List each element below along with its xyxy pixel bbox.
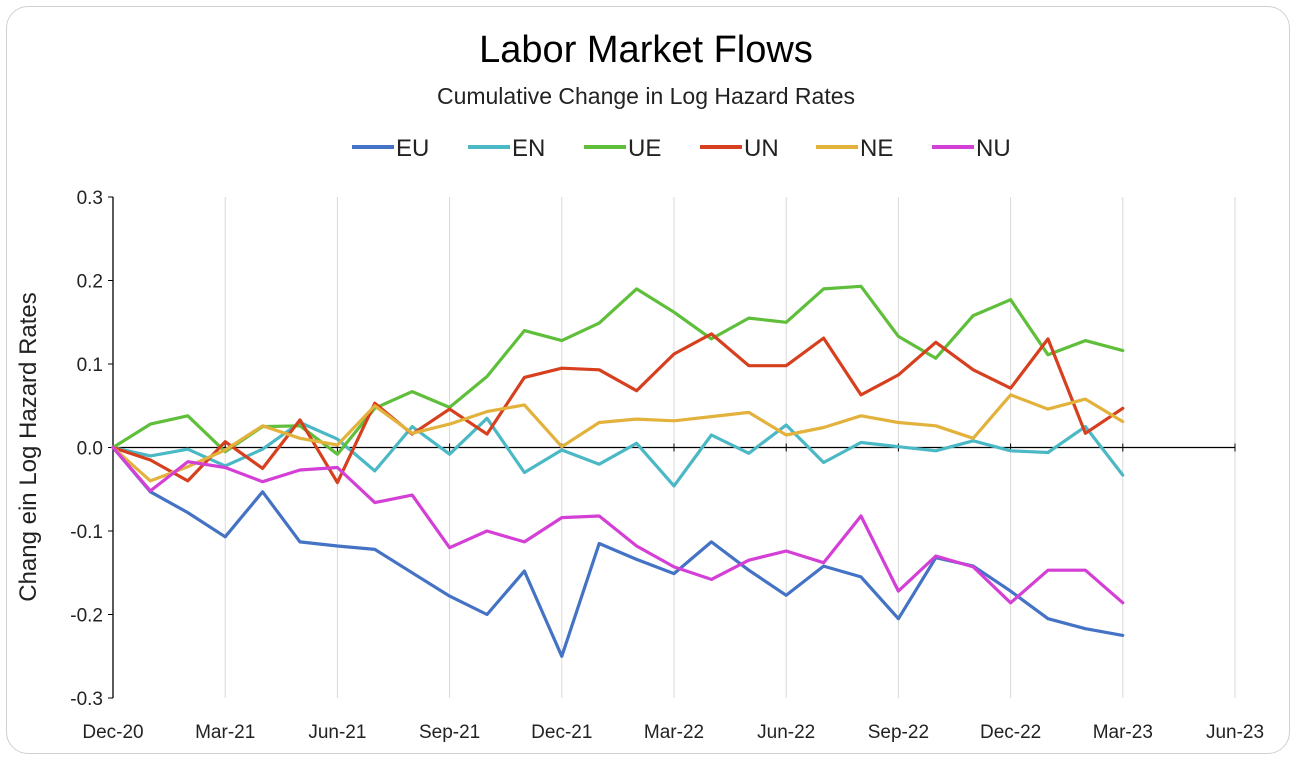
x-tick-label: Sep-21 bbox=[419, 722, 480, 743]
y-tick-label: 0.3 bbox=[77, 188, 103, 209]
series-lines bbox=[111, 284, 1125, 658]
x-tick-label: Mar-23 bbox=[1093, 722, 1153, 743]
legend-label-un: UN bbox=[744, 135, 779, 162]
chart-subtitle: Cumulative Change in Log Hazard Rates bbox=[437, 83, 855, 109]
legend-label-ne: NE bbox=[860, 135, 893, 162]
y-tick-label: 0.2 bbox=[77, 272, 103, 293]
x-tick-label: Jun-22 bbox=[757, 722, 815, 743]
x-tick-label: Jun-23 bbox=[1206, 722, 1264, 743]
x-tick-label: Dec-21 bbox=[531, 722, 592, 743]
y-tick-label: -0.2 bbox=[70, 606, 103, 627]
y-tick-label: -0.3 bbox=[70, 689, 103, 710]
x-tick-labels: Dec-20 Mar-21 Jun-21 Sep-21 Dec-21 Mar-22 Jun-… bbox=[82, 722, 1264, 743]
x-tick-label: Mar-21 bbox=[195, 722, 255, 743]
series-line-un bbox=[111, 332, 1125, 485]
series-line-en bbox=[111, 416, 1125, 488]
x-tick-label: Jun-21 bbox=[308, 722, 366, 743]
chart-title: Labor Market Flows bbox=[479, 29, 813, 71]
y-axis-label: Chang ein Log Hazard Rates bbox=[15, 292, 42, 602]
series-line-ne bbox=[111, 393, 1125, 483]
y-tick-label: 0.1 bbox=[77, 355, 103, 376]
y-tick-label: 0.0 bbox=[77, 439, 103, 460]
series-line-eu bbox=[111, 445, 1125, 658]
x-tick-label: Dec-20 bbox=[82, 722, 143, 743]
legend-label-ue: UE bbox=[628, 135, 661, 162]
y-tick-label: -0.1 bbox=[70, 522, 103, 543]
y-tick-labels: 0.3 0.2 0.1 0.0 -0.1 -0.2 -0.3 bbox=[70, 188, 103, 710]
series-line-ue bbox=[111, 284, 1125, 456]
series-line-nu bbox=[111, 445, 1125, 605]
legend-label-nu: NU bbox=[976, 135, 1011, 162]
x-tick-label: Mar-22 bbox=[644, 722, 704, 743]
legend-label-en: EN bbox=[512, 135, 545, 162]
legend-label-eu: EU bbox=[396, 135, 429, 162]
x-tick-label: Sep-22 bbox=[868, 722, 929, 743]
chart-legend: EU EN UE UN NE NU bbox=[352, 135, 1011, 162]
x-tick-label: Dec-22 bbox=[980, 722, 1041, 743]
